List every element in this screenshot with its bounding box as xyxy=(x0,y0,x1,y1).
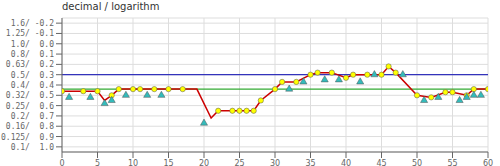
svg-text:25: 25 xyxy=(234,159,244,166)
svg-text:30: 30 xyxy=(270,159,280,166)
svg-text:1.25/ -0.1: 1.25/ -0.1 xyxy=(8,29,54,38)
svg-text:55: 55 xyxy=(447,159,457,166)
svg-text:45: 45 xyxy=(376,159,386,166)
svg-text:0.1/ 1.0: 0.1/ 1.0 xyxy=(11,143,55,152)
svg-text:0.5/ 0.3: 0.5/ 0.3 xyxy=(11,71,55,80)
svg-text:0.4/ 0.4: 0.4/ 0.4 xyxy=(11,81,55,90)
svg-text:50: 50 xyxy=(412,159,422,166)
svg-text:0.2/ 0.7: 0.2/ 0.7 xyxy=(11,112,55,121)
svg-text:0.32/ 0.5: 0.32/ 0.5 xyxy=(8,91,54,100)
svg-text:0.25/ 0.6: 0.25/ 0.6 xyxy=(8,102,54,111)
svg-text:0.63/ 0.2: 0.63/ 0.2 xyxy=(8,60,54,69)
svg-text:60: 60 xyxy=(483,159,492,166)
svg-text:40: 40 xyxy=(341,159,351,166)
svg-text:0.8/ 0.1: 0.8/ 0.1 xyxy=(11,50,55,59)
svg-text:1.0/ 0.0: 1.0/ 0.0 xyxy=(11,40,55,49)
svg-text:0.125/ 0.9: 0.125/ 0.9 xyxy=(8,133,54,142)
svg-text:0.16/ 0.8: 0.16/ 0.8 xyxy=(8,122,54,131)
svg-text:0: 0 xyxy=(59,159,64,166)
svg-text:1.6/ -0.2: 1.6/ -0.2 xyxy=(11,19,55,28)
svg-text:20: 20 xyxy=(199,159,209,166)
svg-text:15: 15 xyxy=(163,159,173,166)
svg-text:5: 5 xyxy=(95,159,100,166)
svg-text:35: 35 xyxy=(305,159,315,166)
html-text:decimal / logarithm: decimal / logarithm xyxy=(62,1,160,12)
svg-text:10: 10 xyxy=(128,159,138,166)
